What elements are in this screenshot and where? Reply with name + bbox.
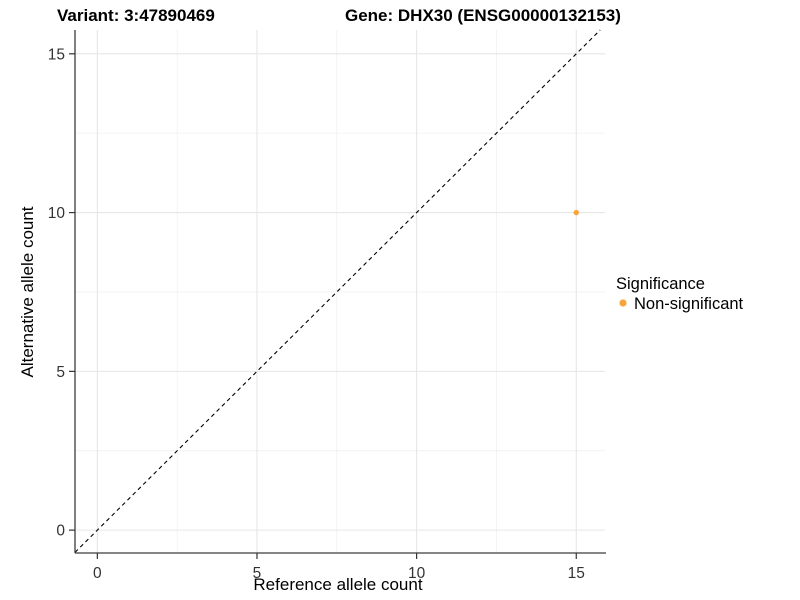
x-tick-label: 10 (408, 565, 426, 582)
y-tick-label: 10 (48, 205, 66, 222)
x-axis-label: Reference allele count (253, 575, 422, 594)
y-axis-label: Alternative allele count (18, 206, 37, 377)
x-axis-ticks: 0 5 10 15 (93, 553, 585, 582)
data-points (573, 209, 579, 216)
legend: Significance Non-significant (616, 275, 744, 313)
legend-entry-label: Non-significant (634, 295, 744, 313)
y-axis-ticks: 0 5 10 15 (48, 46, 75, 540)
legend-marker-nonsignificant-icon (619, 299, 627, 307)
plot-title-gene: Gene: DHX30 (ENSG00000132153) (345, 6, 621, 25)
x-tick-label: 0 (93, 565, 102, 582)
gridlines-minor (75, 30, 605, 553)
identity-line (74, 29, 601, 553)
y-tick-label: 0 (56, 523, 65, 540)
plot-title-variant: Variant: 3:47890469 (57, 6, 215, 25)
x-tick-label: 15 (568, 565, 585, 582)
y-tick-label: 5 (56, 364, 65, 381)
data-point (573, 209, 579, 216)
identity-dashed-line (74, 29, 601, 553)
gridlines-major (75, 30, 605, 553)
y-tick-label: 15 (48, 46, 65, 63)
x-tick-label: 5 (253, 565, 262, 582)
legend-title: Significance (616, 275, 705, 293)
